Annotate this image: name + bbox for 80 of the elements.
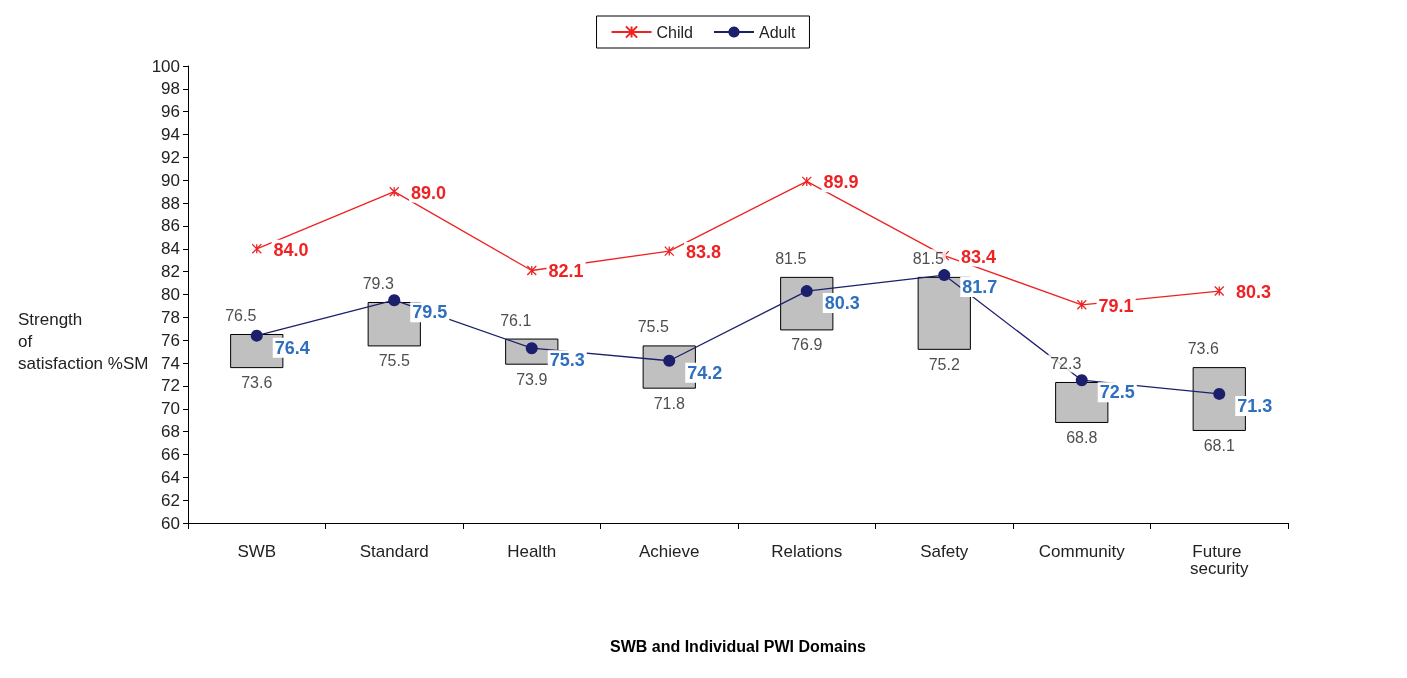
point bbox=[800, 285, 813, 298]
annotation: 72.3 bbox=[1050, 354, 1082, 372]
y-tick-label: 94 bbox=[161, 125, 180, 145]
annotation: 76.1 bbox=[500, 311, 532, 329]
y-tick-label: 82 bbox=[161, 262, 180, 282]
data-label: 89.9 bbox=[823, 172, 859, 193]
point bbox=[251, 243, 262, 254]
annotation: 75.5 bbox=[378, 352, 410, 370]
data-label: 72.5 bbox=[1099, 382, 1135, 403]
annotation: 68.1 bbox=[1203, 436, 1235, 454]
point bbox=[388, 294, 401, 307]
y-tick-label: 90 bbox=[161, 170, 180, 190]
data-label: 79.5 bbox=[412, 302, 448, 323]
point bbox=[664, 245, 675, 257]
y-tick-label: 98 bbox=[161, 79, 180, 99]
annotation: 71.8 bbox=[653, 394, 685, 412]
point bbox=[663, 354, 676, 367]
x-axis-title: SWB and Individual PWI Domains bbox=[609, 637, 867, 655]
annotation: 81.5 bbox=[775, 249, 807, 267]
point bbox=[938, 269, 951, 282]
point bbox=[526, 265, 537, 276]
point bbox=[1076, 299, 1087, 310]
point bbox=[801, 176, 812, 187]
data-label: 81.7 bbox=[962, 277, 998, 298]
x-tick-label: Community bbox=[1038, 542, 1126, 561]
annotation: 76.5 bbox=[225, 306, 257, 324]
y-tick-label: 64 bbox=[161, 467, 180, 487]
y-tick-label: 92 bbox=[161, 147, 180, 167]
annotation: 73.6 bbox=[241, 374, 273, 392]
data-label: 83.8 bbox=[686, 241, 722, 262]
point bbox=[1214, 285, 1225, 297]
x-tick-label: Future security bbox=[1189, 542, 1250, 578]
annotation: 68.8 bbox=[1066, 428, 1098, 446]
annotation: 79.3 bbox=[362, 275, 394, 292]
y-axis-title: Strength of satisfaction %SM bbox=[18, 309, 149, 373]
legend-label: Child bbox=[656, 23, 693, 41]
y-tick-label: 72 bbox=[161, 376, 180, 396]
data-label: 84.0 bbox=[273, 239, 309, 260]
y-tick-label: 88 bbox=[161, 193, 180, 213]
data-label: 75.3 bbox=[549, 350, 585, 371]
point bbox=[389, 186, 400, 197]
legend-label: Adult bbox=[759, 23, 797, 41]
data-label: 71.3 bbox=[1237, 395, 1273, 416]
y-tick-label: 78 bbox=[161, 307, 180, 327]
point bbox=[1213, 387, 1226, 400]
y-tick-label: 84 bbox=[161, 239, 180, 259]
y-tick-label: 76 bbox=[161, 330, 180, 350]
y-tick-label: 66 bbox=[161, 444, 180, 464]
annotation: 73.9 bbox=[516, 370, 548, 388]
data-label: 76.4 bbox=[274, 337, 310, 358]
y-tick-label: 86 bbox=[161, 216, 180, 236]
x-tick-label: SWB bbox=[237, 542, 277, 561]
y-tick-label: 68 bbox=[161, 422, 180, 442]
annotation: 73.6 bbox=[1187, 340, 1219, 358]
annotation: 75.5 bbox=[637, 318, 669, 336]
data-label: 82.1 bbox=[548, 261, 584, 282]
annotation: 76.9 bbox=[791, 336, 823, 354]
data-label: 79.1 bbox=[1098, 295, 1134, 316]
x-tick-label: Health bbox=[507, 542, 557, 561]
y-tick-label: 80 bbox=[161, 285, 180, 304]
point bbox=[250, 329, 263, 342]
annotation: 75.2 bbox=[928, 355, 960, 373]
data-label: 80.3 bbox=[1236, 281, 1272, 302]
point bbox=[525, 342, 538, 355]
data-label: 89.0 bbox=[411, 182, 447, 203]
x-tick-label: Standard bbox=[359, 542, 429, 561]
y-tick-label: 100 bbox=[151, 56, 180, 76]
data-label: 80.3 bbox=[824, 293, 860, 314]
data-label: 74.2 bbox=[687, 362, 723, 383]
x-tick-label: Relations bbox=[771, 542, 843, 561]
y-tick-label: 62 bbox=[161, 490, 180, 510]
y-tick-label: 74 bbox=[161, 353, 180, 373]
data-label: 83.4 bbox=[961, 246, 997, 267]
y-tick-label: 96 bbox=[161, 102, 180, 122]
y-tick-label: 70 bbox=[161, 399, 180, 419]
x-tick-label: Achieve bbox=[639, 542, 700, 561]
annotation: 81.5 bbox=[912, 249, 944, 267]
y-tick-label: 60 bbox=[161, 513, 180, 533]
x-tick-label: Safety bbox=[920, 542, 969, 561]
point bbox=[1075, 374, 1088, 387]
